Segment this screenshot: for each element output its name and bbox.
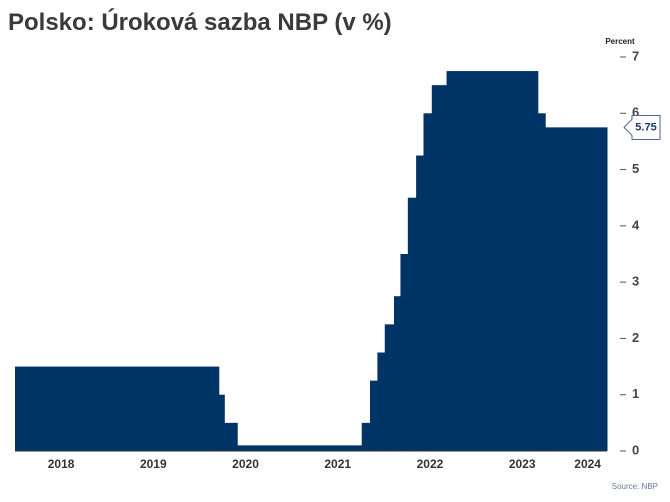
step-bar (237, 445, 363, 451)
y-tick-label: 1 (632, 386, 639, 401)
y-tick-label: 3 (632, 274, 639, 289)
value-tag-box (623, 114, 661, 140)
step-bar (15, 366, 220, 451)
y-tick-label: 5 (632, 161, 639, 176)
step-bar (218, 394, 225, 451)
step-bar (423, 113, 433, 452)
chart-title: Polsko: Úroková sazba NBP (v %) (8, 8, 392, 36)
step-bar (431, 85, 448, 452)
x-tick-label: 2020 (232, 457, 259, 471)
x-tick-label: 2022 (417, 457, 444, 471)
step-bar (370, 380, 378, 451)
step-bar (545, 127, 608, 451)
y-tick-label: 0 (632, 442, 639, 457)
y-tick-label: 4 (632, 217, 640, 232)
x-tick-label: 2024 (574, 457, 601, 471)
step-bar (416, 155, 424, 451)
y-tick-label: 7 (632, 48, 639, 63)
x-tick-label: 2018 (48, 457, 75, 471)
step-bar (377, 352, 386, 451)
y-axis-label: Percent (605, 37, 635, 46)
step-bar (224, 422, 238, 451)
x-tick-label: 2021 (324, 457, 351, 471)
x-tick-label: 2023 (509, 457, 536, 471)
step-bar (537, 113, 546, 452)
step-bar (407, 197, 417, 451)
y-tick-label: 2 (632, 330, 639, 345)
value-tag: 5.75 (635, 121, 656, 133)
source: Source: NBP (612, 482, 658, 491)
step-bar (361, 422, 371, 451)
x-tick-label: 2019 (140, 457, 167, 471)
step-bar (384, 324, 395, 451)
step-bar (393, 296, 401, 451)
y-tick-label: 6 (632, 105, 639, 120)
step-bar (400, 254, 409, 451)
step-bar (446, 71, 539, 452)
